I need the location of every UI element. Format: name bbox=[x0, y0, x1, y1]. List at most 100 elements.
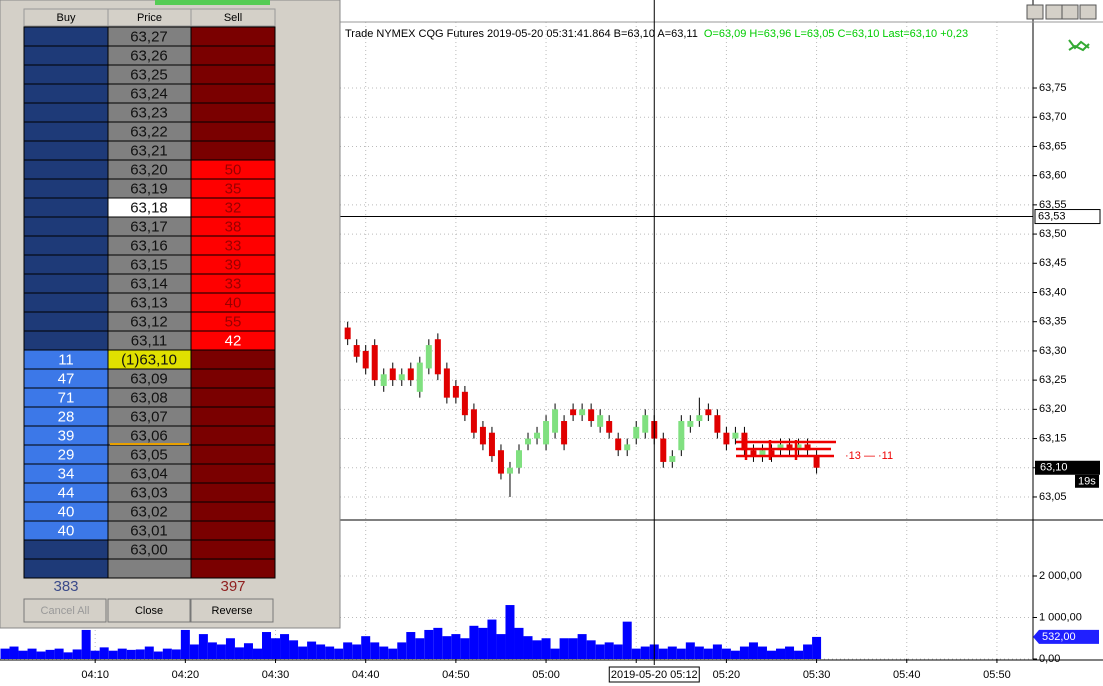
volume-bar bbox=[361, 636, 371, 659]
buy-cell[interactable] bbox=[23, 254, 109, 275]
buy-cell[interactable] bbox=[23, 159, 109, 180]
buy-cell[interactable] bbox=[23, 197, 109, 218]
sell-cell[interactable] bbox=[190, 349, 276, 370]
annotation: ·13 — ·11 bbox=[845, 450, 893, 462]
volume-bar bbox=[135, 649, 145, 659]
sell-size: 50 bbox=[225, 161, 242, 178]
button[interactable] bbox=[190, 598, 274, 623]
total-buy: 383 bbox=[53, 578, 78, 595]
price-cell bbox=[107, 558, 192, 579]
sell-cell[interactable] bbox=[190, 482, 276, 503]
price-label: 63,04 bbox=[130, 465, 168, 482]
buy-cell[interactable] bbox=[23, 216, 109, 237]
header-ohlc: O=63,09 H=63,96 L=63,05 C=63,10 Last=63,… bbox=[704, 28, 968, 40]
button[interactable] bbox=[23, 598, 107, 623]
price-label: 63,01 bbox=[130, 522, 168, 539]
candle-body bbox=[543, 421, 550, 445]
sell-cell[interactable] bbox=[190, 83, 276, 104]
volume-bar bbox=[541, 638, 551, 659]
buy-cell[interactable] bbox=[23, 178, 109, 199]
buy-cell[interactable] bbox=[23, 121, 109, 142]
buy-cell[interactable] bbox=[23, 45, 109, 66]
candle-body bbox=[696, 415, 703, 422]
y-tick-label: 63,50 bbox=[1039, 228, 1067, 240]
volume-bar bbox=[730, 650, 740, 659]
sell-cell[interactable] bbox=[190, 463, 276, 484]
trend-icon bbox=[1068, 39, 1090, 52]
buy-cell[interactable] bbox=[23, 292, 109, 313]
buy-cell[interactable] bbox=[23, 235, 109, 256]
y-tick-label: 63,75 bbox=[1039, 82, 1067, 94]
volume-bar bbox=[352, 644, 362, 659]
price-label: 63,07 bbox=[130, 408, 168, 425]
sell-cell[interactable] bbox=[190, 102, 276, 123]
volume-bar bbox=[658, 648, 668, 659]
window-buttons[interactable] bbox=[1026, 4, 1097, 52]
sell-cell[interactable] bbox=[190, 539, 276, 560]
volume-bar bbox=[757, 646, 767, 659]
candle-body bbox=[516, 450, 522, 468]
volume-bar bbox=[523, 636, 533, 659]
buy-cell[interactable] bbox=[23, 140, 109, 161]
candle-body bbox=[570, 409, 577, 416]
volume-tick-label: 0,00 bbox=[1039, 653, 1060, 665]
button[interactable] bbox=[107, 598, 191, 623]
volume-bar bbox=[162, 648, 172, 659]
buy-cell[interactable] bbox=[23, 102, 109, 123]
buy-cell[interactable] bbox=[23, 83, 109, 104]
restore-button[interactable] bbox=[1045, 4, 1063, 20]
minimize-button[interactable] bbox=[1026, 4, 1044, 20]
volume-bar bbox=[812, 636, 822, 659]
buy-cell[interactable] bbox=[23, 330, 109, 351]
buy-size: 71 bbox=[58, 389, 75, 406]
crosshair-x-label: 2019-05-20 05:12 bbox=[611, 669, 698, 681]
volume-bar bbox=[622, 621, 632, 659]
sell-cell[interactable] bbox=[190, 520, 276, 541]
sell-cell[interactable] bbox=[190, 45, 276, 66]
buy-cell[interactable] bbox=[23, 26, 109, 47]
sell-cell[interactable] bbox=[190, 140, 276, 161]
candle-body bbox=[759, 450, 766, 457]
sell-size: 42 bbox=[225, 332, 242, 349]
volume-bar bbox=[198, 634, 208, 659]
button-label[interactable]: Cancel All bbox=[41, 605, 90, 617]
maximize-button[interactable] bbox=[1061, 4, 1079, 20]
sell-size: 40 bbox=[225, 294, 242, 311]
buy-size: 11 bbox=[58, 351, 74, 368]
volume-bar bbox=[81, 629, 91, 659]
volume-last-label: 532,00 bbox=[1042, 631, 1076, 643]
button-label[interactable]: Reverse bbox=[212, 605, 253, 617]
sell-size: 35 bbox=[225, 180, 242, 197]
sell-cell[interactable] bbox=[190, 406, 276, 427]
sell-cell[interactable] bbox=[190, 444, 276, 465]
close-button[interactable] bbox=[1079, 4, 1097, 20]
candle-body bbox=[606, 421, 613, 433]
price-label: 63,26 bbox=[130, 47, 168, 64]
volume-bar bbox=[180, 629, 190, 659]
button-label[interactable]: Close bbox=[135, 605, 163, 617]
price-label: 63,09 bbox=[130, 370, 168, 387]
buy-cell[interactable] bbox=[23, 64, 109, 85]
volume-bar bbox=[478, 627, 488, 659]
volume-bar bbox=[766, 650, 776, 659]
volume-bar bbox=[550, 648, 560, 659]
buy-cell bbox=[23, 558, 109, 579]
y-tick-label: 63,70 bbox=[1039, 111, 1067, 123]
sell-cell[interactable] bbox=[190, 368, 276, 389]
sell-cell[interactable] bbox=[190, 26, 276, 47]
buy-cell[interactable] bbox=[23, 311, 109, 332]
candle-body bbox=[804, 444, 811, 451]
sell-cell[interactable] bbox=[190, 64, 276, 85]
buy-cell[interactable] bbox=[23, 539, 109, 560]
price-label: 63,16 bbox=[130, 237, 168, 254]
volume-bar bbox=[370, 642, 380, 659]
candle-body bbox=[425, 345, 432, 369]
sell-cell[interactable] bbox=[190, 425, 276, 446]
sell-cell[interactable] bbox=[190, 501, 276, 522]
candle-body bbox=[506, 467, 513, 474]
buy-cell[interactable] bbox=[23, 273, 109, 294]
sell-cell[interactable] bbox=[190, 121, 276, 142]
volume-bar bbox=[216, 644, 226, 659]
sell-cell[interactable] bbox=[190, 387, 276, 408]
